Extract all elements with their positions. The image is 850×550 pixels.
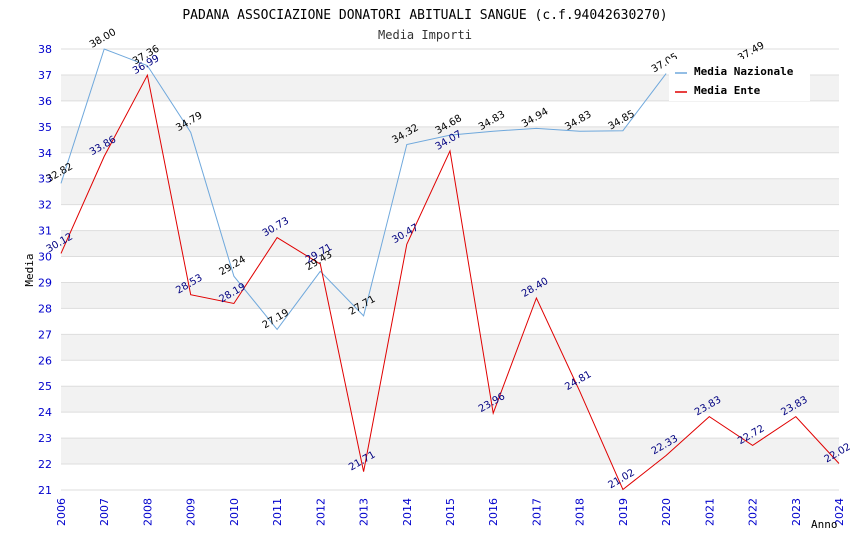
x-tick-label: 2013 bbox=[358, 498, 371, 526]
x-axis-ticks: 2006 2007 2008 2009 2010 2011 2012 2013 2014 2015… bbox=[55, 498, 846, 526]
y-tick-label: 25 bbox=[38, 380, 52, 393]
legend-label-ente: Media Ente bbox=[694, 84, 761, 97]
y-tick-label: 31 bbox=[38, 225, 52, 238]
legend: Media Nazionale Media Ente bbox=[669, 59, 810, 101]
y-tick-label: 34 bbox=[38, 147, 52, 160]
y-tick-label: 30 bbox=[38, 251, 52, 264]
x-tick-label: 2008 bbox=[141, 498, 154, 526]
y-tick-label: 21 bbox=[38, 484, 52, 497]
x-tick-label: 2022 bbox=[747, 498, 760, 526]
y-tick-label: 35 bbox=[38, 121, 52, 134]
x-tick-label: 2006 bbox=[55, 498, 68, 526]
x-tick-label: 2012 bbox=[314, 498, 327, 526]
x-tick-label: 2024 bbox=[833, 498, 846, 526]
background-band bbox=[61, 230, 839, 257]
x-tick-label: 2014 bbox=[401, 498, 414, 526]
legend-box bbox=[669, 59, 810, 101]
y-axis-ticks: 21 22 23 24 25 26 27 28 29 30 31 32 33 34 35 36 37 38 bbox=[38, 43, 52, 497]
y-tick-label: 27 bbox=[38, 328, 52, 341]
y-tick-label: 22 bbox=[38, 458, 52, 471]
x-tick-label: 2021 bbox=[703, 498, 716, 526]
y-axis-label: Media bbox=[23, 253, 36, 286]
background-band bbox=[61, 334, 839, 361]
y-tick-label: 37 bbox=[38, 69, 52, 82]
y-tick-label: 29 bbox=[38, 276, 52, 289]
x-tick-label: 2007 bbox=[98, 498, 111, 526]
x-tick-label: 2009 bbox=[185, 498, 198, 526]
background-band bbox=[61, 438, 839, 465]
chart-subtitle: Media Importi bbox=[378, 28, 472, 42]
data-label-nazionale: 38.00 bbox=[88, 27, 118, 51]
x-tick-label: 2023 bbox=[790, 498, 803, 526]
background-band bbox=[61, 126, 839, 153]
y-tick-label: 38 bbox=[38, 43, 52, 56]
chart-title: PADANA ASSOCIAZIONE DONATORI ABITUALI SA… bbox=[182, 8, 667, 23]
background-band bbox=[61, 282, 839, 309]
x-tick-label: 2017 bbox=[530, 498, 543, 526]
y-tick-label: 24 bbox=[38, 406, 52, 419]
y-tick-label: 26 bbox=[38, 354, 52, 367]
x-tick-label: 2020 bbox=[660, 498, 673, 526]
series-lines bbox=[60, 49, 840, 491]
y-tick-label: 32 bbox=[38, 199, 52, 212]
legend-label-nazionale: Media Nazionale bbox=[694, 65, 794, 78]
data-label-nazionale: 29.24 bbox=[217, 254, 247, 278]
x-tick-label: 2018 bbox=[574, 498, 587, 526]
x-tick-label: 2015 bbox=[444, 498, 457, 526]
background-band bbox=[61, 178, 839, 205]
x-tick-label: 2010 bbox=[228, 498, 241, 526]
x-axis-label: Anno bbox=[811, 518, 838, 531]
y-tick-label: 36 bbox=[38, 95, 52, 108]
gridlines bbox=[61, 48, 839, 491]
background-band bbox=[61, 386, 839, 413]
plot-background-bands bbox=[61, 74, 839, 465]
series-line-media-ente bbox=[60, 73, 840, 491]
y-tick-label: 33 bbox=[38, 173, 52, 186]
x-tick-label: 2016 bbox=[487, 498, 500, 526]
y-tick-label: 28 bbox=[38, 302, 52, 315]
x-tick-label: 2019 bbox=[617, 498, 630, 526]
y-tick-label: 23 bbox=[38, 432, 52, 445]
x-tick-label: 2011 bbox=[271, 498, 284, 526]
